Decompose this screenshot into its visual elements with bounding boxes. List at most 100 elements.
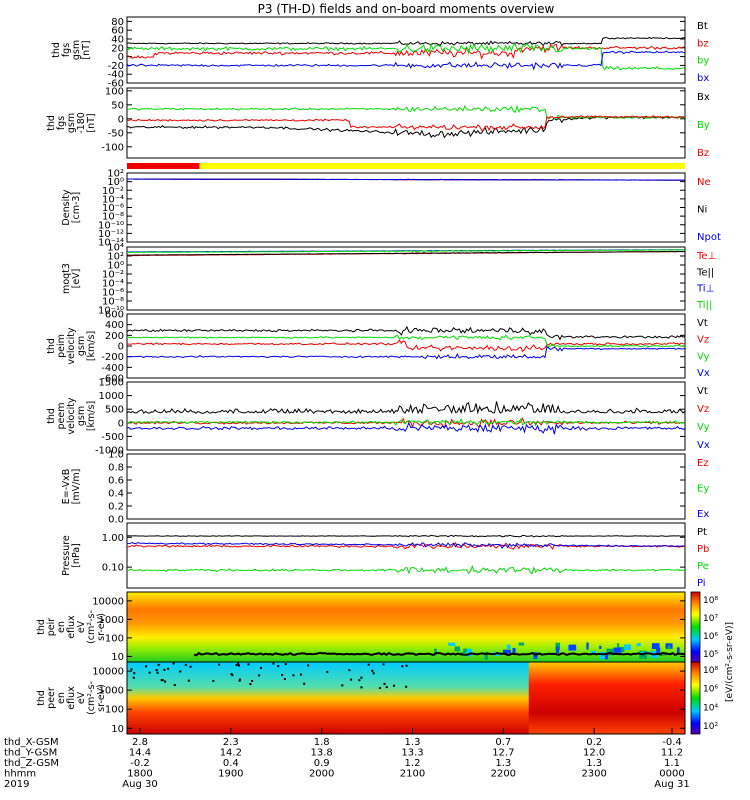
spectrogram-cell — [372, 672, 375, 675]
x-tick-label: 13.3 — [401, 748, 423, 759]
spectrogram-cell — [507, 644, 511, 649]
legend-entry: bz — [697, 38, 709, 49]
x-tick-label: 1800 — [127, 769, 152, 780]
spectrogram-cell — [555, 646, 560, 654]
legend-entry: bx — [697, 73, 709, 84]
y-axis-label-line: [eV] — [71, 269, 82, 289]
spectrogram-cell — [281, 673, 284, 676]
legend-entry: Vz — [697, 404, 709, 415]
y-tick-label: 10⁻¹⁰ — [98, 306, 124, 317]
spectrogram-cell — [172, 662, 175, 665]
spectrogram-cell — [463, 648, 468, 654]
colorbar-tick: 10⁴ — [703, 703, 718, 713]
legend-entry: Te|| — [696, 267, 714, 278]
legend-entry: Vt — [697, 318, 708, 329]
series-line — [126, 417, 686, 427]
spectrogram-cell — [378, 687, 381, 690]
y-axis-label-line: sr-eV) — [96, 684, 107, 712]
legend-entry: Pb — [697, 544, 709, 555]
spectrogram-cell — [512, 647, 516, 654]
plot-title: P3 (TH-D) fields and on-board moments ov… — [258, 2, 555, 16]
y-axis-label-line: velocity — [66, 327, 77, 365]
spectrogram-cell — [307, 664, 310, 667]
y-tick-label: 400 — [105, 320, 124, 331]
spectrogram-cell — [164, 680, 167, 683]
spectrogram-cell — [237, 664, 240, 667]
y-tick-label: 10⁻⁶ — [102, 203, 124, 214]
legend-entry: Vy — [697, 422, 710, 433]
panel-frame — [126, 16, 686, 84]
spectrogram-cell — [350, 678, 353, 681]
spectrogram-cell — [258, 674, 261, 677]
panel-6: 1500 1000 500 0 -500 -1000 thd peem velocity gsm[… — [46, 378, 710, 457]
spectrogram-cell — [454, 646, 460, 652]
spectrogram-cell — [157, 663, 160, 666]
legend-entry: Ni — [697, 205, 707, 216]
x-tick-label: Aug 30 — [122, 779, 157, 790]
y-axis-label-line: velocity — [66, 397, 77, 435]
panel-2: 100 50 0 -50 -100 thd fgs gsm -180 [nT] Bx By Bz — [46, 86, 710, 159]
x-tick-label: 0.9 — [314, 758, 330, 769]
spectrogram-cell — [367, 663, 370, 666]
y-tick-label: 10⁰ — [107, 261, 124, 272]
y-axis-label-line: [nT] — [81, 40, 92, 59]
x-tick-label: 1.2 — [405, 758, 421, 769]
y-tick-label: 0.2 — [108, 502, 124, 513]
panel-9: 10⁸ 10⁷ 10⁶ 10⁵ 10000 1000 100 10 thd peir en eflux… — [36, 591, 718, 663]
spectrogram-cell — [299, 673, 302, 676]
series-line — [126, 401, 686, 415]
x-tick-label: 0.2 — [586, 737, 602, 748]
series-line — [126, 421, 686, 435]
y-tick-label: 10⁻¹⁴ — [98, 238, 124, 249]
x-tick-label: 13.8 — [311, 748, 333, 759]
spectrogram-cell — [383, 682, 386, 685]
spectrogram-cell — [187, 679, 190, 682]
y-axis-label: moqt3 [eV] — [61, 263, 82, 294]
y-tick-label: 10⁻¹⁰ — [98, 220, 124, 231]
legend-entry: Bt — [697, 21, 708, 32]
y-tick-label: 0.8 — [108, 463, 124, 474]
y-axis-label-line: fgs — [61, 43, 72, 57]
y-tick-label: 0 — [118, 418, 124, 429]
panel-frame — [126, 522, 686, 589]
legend-entry: Vx — [697, 368, 710, 379]
spectrogram-cell — [371, 669, 374, 672]
spectrogram-cell — [303, 682, 306, 685]
spectrogram-cell — [484, 651, 489, 660]
spectrogram-cell — [586, 642, 589, 650]
spectrogram-cell — [518, 642, 525, 646]
y-tick-label: 40 — [111, 35, 124, 46]
spectrogram-cell — [656, 647, 661, 654]
y-tick-label: -100 — [101, 142, 124, 153]
x-tick-label: Aug 31 — [654, 779, 689, 790]
y-axis-label-line: E=-VxB — [61, 469, 72, 504]
mode-bar-red — [127, 163, 200, 169]
y-axis-label-line: en — [56, 621, 67, 633]
spectrogram-cell — [401, 665, 404, 668]
legend-entry: Vy — [697, 351, 710, 362]
spectrogram-cell — [599, 651, 605, 660]
colorbar-tick: 10² — [703, 722, 718, 732]
y-tick-label: 600 — [105, 310, 124, 321]
spectrogram-cell — [385, 686, 388, 689]
colorbar-tick: 10⁵ — [703, 650, 718, 660]
spectrogram-ion — [127, 592, 685, 662]
y-tick-label: -1000 — [95, 446, 124, 457]
y-tick-label: 1000 — [99, 391, 124, 402]
y-axis-label-line: gsm — [71, 40, 82, 60]
x-tick-label: 2.8 — [132, 737, 148, 748]
y-tick-label: 10⁻² — [102, 186, 124, 197]
x-tick-label: 2000 — [309, 769, 334, 780]
series-line — [126, 339, 686, 353]
y-tick-label: 10000 — [92, 596, 124, 607]
y-axis-label-line: thd — [46, 115, 57, 131]
y-tick-label: 1000 — [99, 615, 124, 626]
spectrogram-cell — [502, 649, 511, 654]
y-axis-label-line: fgs — [56, 116, 67, 130]
spectrogram-cell — [606, 648, 614, 656]
y-axis-label: thd peem velocity gsm [km/s] — [46, 397, 97, 435]
spectrogram-cell — [184, 663, 187, 666]
colorbar-tick: 10⁸ — [703, 666, 718, 676]
legend-entry: Vt — [697, 386, 708, 397]
legend-entry: Bx — [697, 92, 710, 103]
